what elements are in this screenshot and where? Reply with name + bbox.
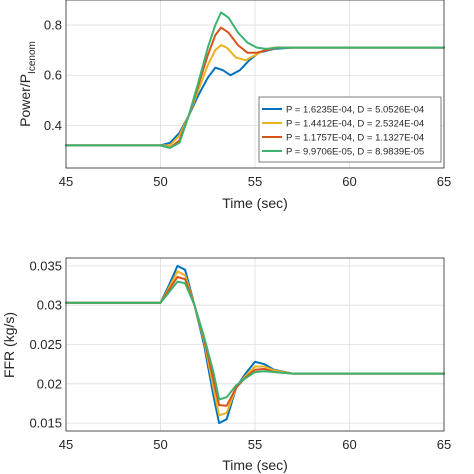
series-group (65, 264, 445, 425)
x-tick-label: 50 (153, 437, 167, 452)
y-axis-label-subscript: Icenom (27, 41, 38, 74)
legend-entry: P = 1.1757E-04, D = 1.1327E-04 (286, 133, 424, 144)
x-tick-label: 55 (248, 174, 262, 189)
y-tick-label: 0.8 (44, 18, 62, 33)
x-axis-label: Time (sec) (222, 457, 288, 473)
grid-lines (66, 0, 444, 168)
x-tick-label: 60 (342, 174, 356, 189)
y-tick-label: 0.035 (29, 258, 62, 273)
y-tick-label: 0.03 (37, 298, 62, 313)
x-tick-label: 45 (59, 174, 73, 189)
plot-frame (65, 0, 445, 169)
tick-labels: 45 50 55 60 65 0.015 0.02 0.025 0.03 0.035 (29, 258, 451, 452)
legend: P = 1.6235E-04, D = 5.0526E-04 P = 1.441… (258, 96, 442, 163)
y-axis-label-main: Power/P (17, 74, 33, 127)
legend-box (258, 96, 442, 163)
series-line (65, 280, 445, 401)
power-chart: 45 50 55 60 65 0.4 0.6 0.8 Time (sec) Power/PIc… (17, 0, 451, 211)
grid-lines (66, 258, 444, 431)
legend-entry: P = 9.9706E-05, D = 8.9839E-05 (286, 147, 424, 158)
y-tick-label: 0.6 (44, 68, 62, 83)
tick-labels: 45 50 55 60 65 0.4 0.6 0.8 (44, 18, 451, 189)
series-group (65, 11, 445, 149)
x-tick-label: 65 (437, 174, 451, 189)
legend-entry: P = 1.6235E-04, D = 5.0526E-04 (286, 105, 424, 116)
series-line (65, 11, 445, 149)
y-tick-label: 0.025 (29, 337, 62, 352)
x-tick-label: 65 (437, 437, 451, 452)
plot-frame (65, 257, 445, 432)
y-axis-label: Power/PIcenom (17, 41, 38, 127)
y-tick-label: 0.015 (29, 416, 62, 431)
x-tick-label: 55 (248, 437, 262, 452)
x-tick-label: 45 (59, 437, 73, 452)
x-axis-label: Time (sec) (222, 195, 288, 211)
y-tick-label: 0.4 (44, 118, 62, 133)
x-tick-label: 50 (153, 174, 167, 189)
ffr-chart: 45 50 55 60 65 0.015 0.02 0.025 0.03 0.035 Time (… (1, 257, 451, 473)
y-tick-label: 0.02 (37, 376, 62, 391)
x-tick-label: 60 (342, 437, 356, 452)
y-axis-label: FFR (kg/s) (1, 312, 17, 378)
legend-entry: P = 1.4412E-04, D = 2.5324E-04 (286, 119, 424, 130)
